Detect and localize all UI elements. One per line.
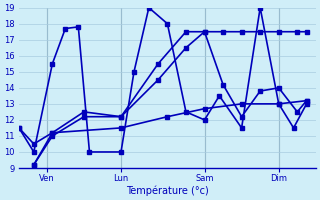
X-axis label: Température (°c): Température (°c) — [126, 185, 209, 196]
